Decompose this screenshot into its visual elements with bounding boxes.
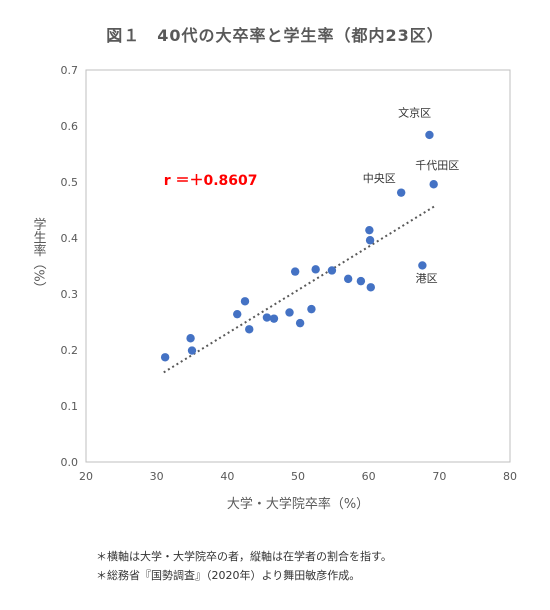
note-line: ＊横軸は大学・大学院卒の者，縦軸は在学者の割合を指す。 (96, 550, 392, 563)
y-tick-label: 0.5 (61, 176, 79, 189)
x-tick-label: 20 (79, 470, 93, 483)
y-tick-label: 0.2 (61, 344, 79, 357)
point-annotation: 中央区 (363, 172, 396, 185)
point-annotation: 文京区 (398, 105, 431, 119)
data-point (187, 346, 197, 355)
x-tick-label: 80 (503, 470, 517, 483)
scatter-plot-svg: 0.0 0.1 0.2 0.3 0.4 0.5 0.6 0.7 20 30 40 50 60 70 80 大学… (31, 64, 518, 512)
data-point (290, 267, 300, 276)
data-point (285, 308, 294, 317)
scatter-chart: 0.0 0.1 0.2 0.3 0.4 0.5 0.6 0.7 20 30 40 50 60 70 80 大学… (10, 56, 530, 526)
data-point (343, 274, 353, 284)
x-tick-label: 30 (150, 470, 164, 483)
y-tick-label: 0.4 (61, 232, 79, 245)
y-tick-label: 0.0 (61, 456, 79, 469)
y-tick-label: 0.6 (61, 120, 79, 133)
y-axis-label: 学生率（%） (31, 217, 47, 295)
data-point (365, 225, 374, 235)
trendline (163, 204, 437, 374)
x-tick-label: 40 (220, 470, 234, 483)
data-point (160, 353, 170, 362)
data-point (245, 325, 254, 334)
data-point (295, 318, 305, 328)
data-point (365, 236, 375, 245)
plot-area-border (85, 69, 511, 463)
data-point (262, 313, 272, 322)
point-annotation: 港区 (416, 272, 438, 285)
y-tick-label: 0.7 (61, 64, 79, 77)
data-point (240, 297, 250, 306)
data-point (307, 304, 316, 314)
x-tick-label: 60 (362, 470, 376, 483)
data-point (269, 314, 279, 323)
chart-title: 図１ 40代の大卒率と学生率（都内23区） (106, 26, 444, 45)
data-point (429, 180, 438, 189)
y-tick-label: 0.3 (61, 288, 79, 301)
point-annotation: 千代田区 (415, 159, 459, 172)
data-point (356, 276, 366, 286)
note-line: ＊総務省『国勢調査』（2020年）より舞田敏彦作成。 (96, 569, 361, 582)
data-point (418, 261, 427, 270)
data-point (425, 130, 434, 140)
data-point (366, 283, 375, 292)
y-tick-label: 0.1 (61, 400, 79, 413)
x-tick-label: 70 (432, 470, 446, 483)
x-tick-label: 50 (291, 470, 305, 483)
data-point (311, 265, 320, 274)
data-point (186, 334, 195, 343)
data-point (233, 309, 242, 319)
correlation-label: r ＝＋0.8607 (164, 173, 258, 189)
data-point (396, 188, 406, 197)
x-axis-label: 大学・大学院卒率（%） (227, 496, 369, 512)
chart-notes: ＊横軸は大学・大学院卒の者，縦軸は在学者の割合を指す。 ＊総務省『国勢調査』（2… (96, 547, 392, 585)
data-point (327, 266, 337, 275)
